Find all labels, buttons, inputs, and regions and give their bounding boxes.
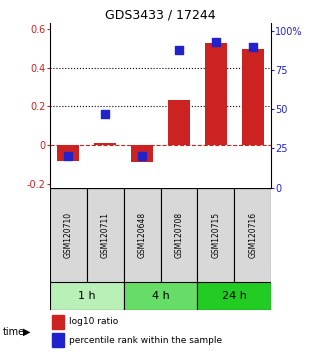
Bar — [131, 145, 153, 162]
Bar — [50, 282, 124, 310]
Text: percentile rank within the sample: percentile rank within the sample — [69, 336, 222, 345]
Bar — [168, 99, 190, 145]
Bar — [52, 315, 64, 329]
Point — [102, 111, 108, 117]
Text: 1 h: 1 h — [78, 291, 95, 301]
Text: GSM120715: GSM120715 — [211, 212, 221, 258]
Text: GSM120710: GSM120710 — [64, 212, 73, 258]
Text: GSM120716: GSM120716 — [248, 212, 257, 258]
Text: ▶: ▶ — [23, 327, 31, 337]
Bar — [52, 333, 64, 347]
Bar — [124, 188, 160, 282]
Bar — [197, 282, 271, 310]
Bar — [94, 143, 116, 145]
Text: time: time — [3, 327, 25, 337]
Point — [250, 44, 256, 49]
Bar — [205, 43, 227, 145]
Text: log10 ratio: log10 ratio — [69, 318, 118, 326]
Text: GSM120708: GSM120708 — [174, 212, 184, 258]
Text: 24 h: 24 h — [222, 291, 247, 301]
Bar — [50, 188, 87, 282]
Bar — [124, 282, 197, 310]
Bar — [242, 49, 264, 145]
Point — [140, 153, 145, 159]
Bar — [234, 188, 271, 282]
Bar — [57, 145, 79, 160]
Title: GDS3433 / 17244: GDS3433 / 17244 — [105, 9, 216, 22]
Bar — [87, 188, 124, 282]
Bar — [197, 188, 234, 282]
Text: GSM120648: GSM120648 — [137, 212, 147, 258]
Point — [177, 47, 182, 52]
Point — [66, 153, 71, 159]
Text: GSM120711: GSM120711 — [100, 212, 110, 258]
Text: 4 h: 4 h — [152, 291, 169, 301]
Bar — [160, 188, 197, 282]
Point — [213, 39, 218, 45]
